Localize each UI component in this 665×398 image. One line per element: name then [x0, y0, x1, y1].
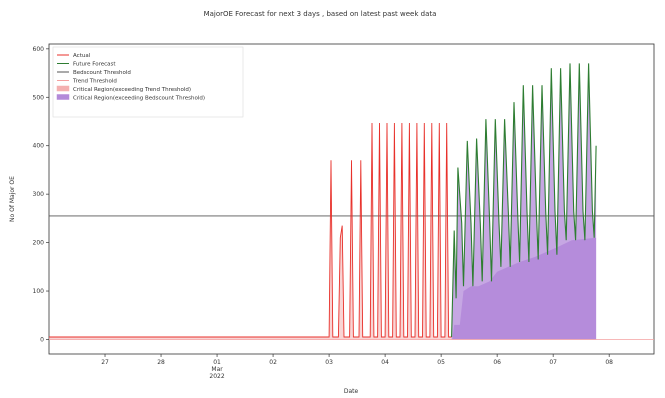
y-axis-label: No Of Major OE: [9, 176, 16, 222]
legend-entry: Trend Threshold: [72, 79, 117, 85]
legend-swatch: [56, 94, 70, 100]
x-tick-label: 27: [101, 359, 109, 366]
x-tick-sublabel: 2022: [209, 373, 224, 380]
legend: Actual Future Forecast Bedscount Threshold…: [52, 46, 244, 118]
y-tick-label: 600: [33, 46, 45, 53]
y-tick-label: 100: [33, 288, 45, 295]
y-tick-label: 0: [40, 336, 44, 343]
x-tick-label: 07: [549, 359, 557, 366]
x-tick-sublabel: Mar: [211, 366, 223, 373]
critical-region-trend: [49, 123, 452, 340]
x-tick-label: 28: [157, 359, 165, 366]
y-tick-label: 300: [33, 191, 45, 198]
x-tick-label: 04: [381, 359, 389, 366]
legend-entry: Future Forecast: [73, 62, 116, 68]
legend-entry: Critical Region(exceeding Trend Threshol…: [73, 87, 191, 93]
x-tick-label: 01: [213, 359, 221, 366]
x-tick-label: 06: [493, 359, 501, 366]
plot-frame: [48, 43, 655, 355]
legend-entry: Critical Region(exceeding Bedscount Thre…: [73, 96, 205, 102]
chart-title: MajorOE Forecast for next 3 days , based…: [204, 10, 437, 18]
critical-region-forecast: [451, 63, 597, 340]
actual-series-line: [49, 122, 452, 338]
x-tick-label: 05: [437, 359, 445, 366]
x-axis-label: Date: [344, 388, 359, 395]
y-tick-label: 500: [33, 94, 45, 101]
legend-box: [52, 46, 244, 118]
legend-entry: Actual: [73, 53, 91, 59]
y-tick-label: 400: [33, 143, 45, 150]
x-tick-label: 08: [605, 359, 613, 366]
y-tick-label: 200: [33, 240, 45, 247]
x-tick-label: 02: [269, 359, 277, 366]
forecast-series-line: [451, 63, 597, 338]
legend-swatch: [56, 85, 70, 92]
x-tick-label: 03: [325, 359, 333, 366]
legend-entry: Bedscount Threshold: [73, 70, 131, 76]
